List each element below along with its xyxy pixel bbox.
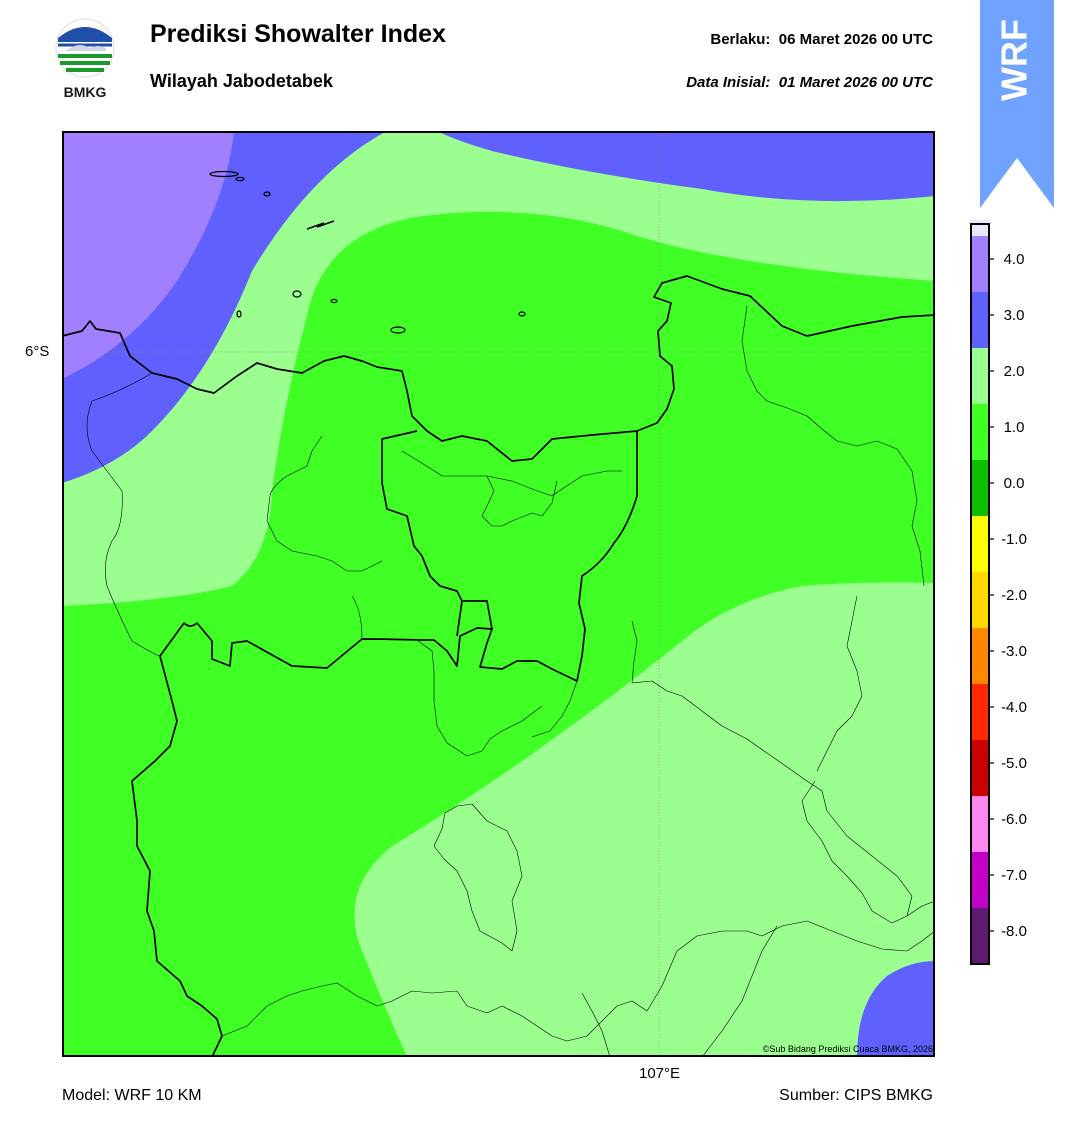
map-copyright: ©Sub Bidang Prediksi Cuaca BMKG, 2026 bbox=[763, 1044, 933, 1054]
colorbar-swatch bbox=[971, 460, 989, 516]
lat-label: 6°S bbox=[25, 343, 50, 360]
valid-label: Berlaku: bbox=[710, 31, 771, 48]
colorbar-label: 2.0 bbox=[1004, 363, 1025, 380]
colorbar-label: -5.0 bbox=[1001, 755, 1027, 772]
zone-blue-ne bbox=[437, 131, 935, 202]
page-title: Prediksi Showalter Index bbox=[150, 20, 446, 48]
colorbar-label: 3.0 bbox=[1004, 307, 1025, 324]
colorbar-label: -8.0 bbox=[1001, 923, 1027, 940]
island bbox=[236, 310, 242, 318]
model-label: Model: WRF 10 KM bbox=[62, 1087, 202, 1104]
page-subtitle: Wilayah Jabodetabek bbox=[150, 71, 333, 91]
island bbox=[518, 311, 526, 317]
colorbar-frame bbox=[970, 223, 990, 965]
showalter-map: ©Sub Bidang Prediksi Cuaca BMKG, 2026 bbox=[62, 131, 935, 1057]
colorbar-label: 4.0 bbox=[1004, 251, 1025, 268]
colorbar-swatches bbox=[971, 220, 989, 964]
island bbox=[330, 298, 338, 304]
island bbox=[292, 290, 302, 298]
colorbar-swatch bbox=[971, 572, 989, 628]
colorbar-label: -3.0 bbox=[1001, 643, 1027, 660]
colorbar-swatch bbox=[971, 684, 989, 740]
wrf-badge: WRF bbox=[980, 0, 1054, 208]
colorbar-label: -6.0 bbox=[1001, 811, 1027, 828]
province-boundary bbox=[131, 431, 638, 1057]
map-frame bbox=[62, 131, 935, 1057]
regency-boundaries bbox=[86, 305, 935, 1057]
colorbar-swatch bbox=[971, 220, 989, 236]
logo-text: BMKG bbox=[64, 84, 107, 100]
colorbar-swatch bbox=[971, 348, 989, 404]
init-label: Data Inisial: bbox=[686, 74, 771, 91]
coastline bbox=[62, 275, 935, 462]
colorbar-label: -7.0 bbox=[1001, 867, 1027, 884]
colorbar-swatch bbox=[971, 796, 989, 852]
colorbar-label: -1.0 bbox=[1001, 531, 1027, 548]
colorbar-swatch bbox=[971, 404, 989, 460]
colorbar-swatch bbox=[971, 852, 989, 908]
colorbar: 4.0 3.0 2.0 1.0 0.0 -1.0 -2.0 -3.0 -4.0 -5.0 -6.0 -… bbox=[970, 220, 1027, 965]
colorbar-swatch bbox=[971, 292, 989, 348]
init-value: 01 Maret 2026 00 UTC bbox=[778, 74, 933, 91]
colorbar-swatch bbox=[971, 908, 989, 964]
colorbar-swatch bbox=[971, 236, 989, 292]
up-arrow-badge-icon bbox=[980, 0, 1054, 208]
valid-time: Berlaku: 06 Maret 2026 00 UTC bbox=[710, 31, 933, 48]
colorbar-swatch bbox=[971, 516, 989, 572]
lon-label: 107°E bbox=[639, 1065, 681, 1082]
island bbox=[306, 220, 335, 230]
jakarta-boundary bbox=[381, 430, 463, 637]
source-label: Sumber: CIPS BMKG bbox=[779, 1087, 933, 1104]
island bbox=[235, 176, 245, 182]
badge-text: WRF bbox=[994, 19, 1035, 101]
colorbar-label: -2.0 bbox=[1001, 587, 1027, 604]
colorbar-label: -4.0 bbox=[1001, 699, 1027, 716]
zone-light-green-nw bbox=[62, 131, 935, 606]
colorbar-label: 1.0 bbox=[1004, 419, 1025, 436]
init-time: Data Inisial: 01 Maret 2026 00 UTC bbox=[686, 74, 933, 91]
island bbox=[263, 191, 271, 197]
island bbox=[209, 170, 239, 178]
colorbar-label: 0.0 bbox=[1004, 475, 1025, 492]
zone-purple-nw bbox=[62, 131, 234, 379]
valid-value: 06 Maret 2026 00 UTC bbox=[778, 31, 933, 48]
district-boundary-thick bbox=[462, 600, 493, 630]
colorbar-ticks: 4.0 3.0 2.0 1.0 0.0 -1.0 -2.0 -3.0 -4.0 -5.0 -6.0 -… bbox=[989, 251, 1027, 940]
zone-light-green-se bbox=[354, 582, 935, 1057]
zone-blue-se bbox=[857, 961, 935, 1057]
island bbox=[390, 326, 406, 334]
colorbar-swatch bbox=[971, 628, 989, 684]
colorbar-swatch bbox=[971, 740, 989, 796]
bmkg-logo-icon: BMKG bbox=[55, 18, 115, 100]
